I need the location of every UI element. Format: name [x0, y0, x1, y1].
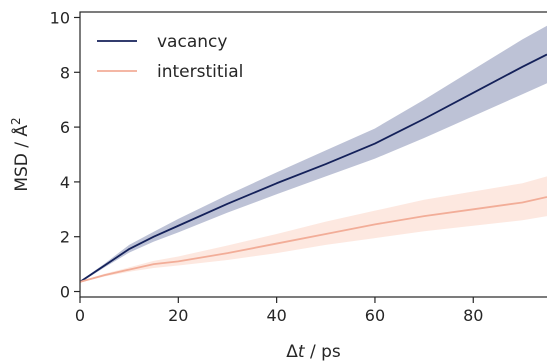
series-lines: [79, 53, 547, 283]
x-tick-label: 60: [365, 306, 385, 325]
y-tick-label: 4: [60, 173, 70, 192]
x-tick-label: 80: [463, 306, 483, 325]
x-tick-label: 40: [266, 306, 286, 325]
y-axis-ticks: 0 2 4 6 8 10: [50, 8, 80, 302]
y-tick-label: 6: [60, 118, 70, 137]
y-axis-label-text: MSD / Å: [10, 125, 32, 192]
confidence-bands: [80, 25, 547, 283]
line-interstitial: [79, 196, 547, 283]
y-axis-label: MSD / Å2: [9, 117, 32, 191]
x-axis-label-symbol: Δ: [286, 342, 298, 362]
band-interstitial: [80, 176, 547, 283]
legend-label-vacancy: vacancy: [157, 32, 227, 52]
x-axis-ticks: 0 20 40 60 80: [75, 297, 483, 325]
y-tick-label: 0: [60, 283, 70, 302]
line-vacancy: [79, 53, 547, 283]
y-tick-label: 8: [60, 63, 70, 82]
x-axis-label-unit: / ps: [305, 342, 341, 362]
plot-frame: [79, 11, 547, 298]
legend-label-interstitial: interstitial: [157, 62, 243, 82]
x-axis-label-variable: t: [298, 342, 306, 362]
y-axis-label-superscript: 2: [9, 117, 23, 125]
x-tick-label: 20: [168, 306, 188, 325]
x-axis-label: Δt / ps: [286, 342, 341, 362]
x-tick-label: 0: [75, 306, 85, 325]
y-tick-label: 10: [50, 8, 70, 27]
legend: vacancy interstitial: [97, 32, 243, 82]
y-tick-label: 2: [60, 228, 70, 247]
